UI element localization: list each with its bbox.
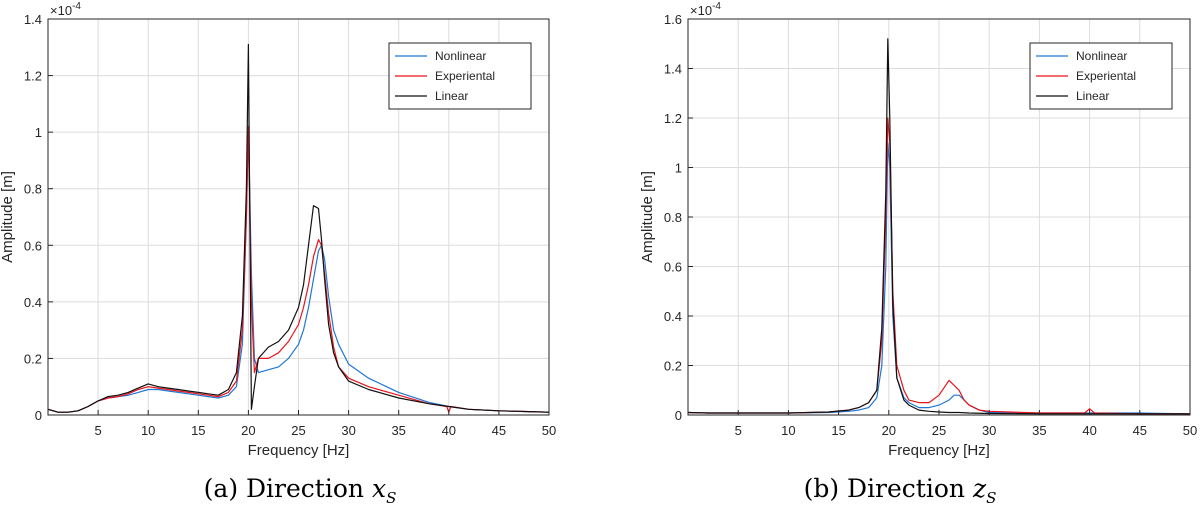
exponent-label: ×10-4 — [50, 1, 81, 18]
x-tick-label: 45 — [492, 423, 506, 438]
x-tick-label: 30 — [341, 423, 355, 438]
caption-b-var: z — [972, 474, 987, 503]
legend-label-linear: Linear — [1076, 89, 1109, 103]
legend: Nonlinear Experiental Linear — [388, 42, 532, 110]
caption-b: (b) Direction zS — [600, 474, 1200, 507]
y-tick-label: 0.6 — [664, 260, 682, 275]
y-tick-label: 1 — [675, 161, 682, 176]
chart-panel-a: 5 10 15 20 25 30 35 40 45 50 0 0.2 0.4 0.6 0.8 1 1.2 1.4 ×… — [0, 1, 600, 507]
caption-b-sub: S — [986, 489, 997, 507]
y-tick-label: 1.4 — [664, 62, 682, 77]
series-line-experiental — [47, 125, 550, 413]
legend-label-experiental: Experiental — [435, 69, 495, 83]
caption-a-text: (a) Direction — [203, 474, 364, 503]
grid — [688, 18, 1191, 416]
x-tick-label: 20 — [241, 423, 255, 438]
chart-a: 5 10 15 20 25 30 35 40 45 50 0 0.2 0.4 0.6 0.8 1 1.2 1.4 ×… — [0, 1, 556, 459]
legend: Nonlinear Experiental Linear — [1029, 42, 1173, 110]
legend-label-experiental: Experiental — [1076, 69, 1136, 83]
x-tick-label: 35 — [1032, 423, 1046, 438]
x-tick-label: 20 — [882, 423, 896, 438]
x-tick-label: 10 — [781, 423, 795, 438]
y-tick-label: 0.2 — [24, 351, 42, 366]
x-tick-label: 25 — [932, 423, 946, 438]
caption-b-text: (b) Direction — [803, 474, 966, 503]
x-tick-label: 40 — [1082, 423, 1096, 438]
x-tick-label: 35 — [391, 423, 405, 438]
y-tick-label: 0.4 — [24, 295, 42, 310]
series-line-linear — [47, 43, 550, 413]
x-axis-label: Frequency [Hz] — [248, 442, 350, 459]
y-tick-label: 0.4 — [664, 309, 682, 324]
y-tick-label: 0 — [35, 408, 42, 423]
chart-panel-b: 5 10 15 20 25 30 35 40 45 50 0 0.2 0.4 0.6 0.8 1 1.2 1.4 1… — [600, 0, 1200, 516]
chart-b: 5 10 15 20 25 30 35 40 45 50 0 0.2 0.4 0.6 0.8 1 1.2 1.4 1… — [639, 1, 1197, 459]
legend-label-linear: Linear — [435, 89, 468, 103]
x-axis-label: Frequency [Hz] — [888, 442, 990, 459]
x-tick-label: 40 — [442, 423, 456, 438]
exponent-power: -4 — [712, 1, 721, 12]
y-tick-label: 0 — [675, 408, 682, 423]
x-tick-label: 25 — [291, 423, 305, 438]
x-tick-label: 50 — [542, 423, 556, 438]
x-tick-label: 45 — [1133, 423, 1147, 438]
y-tick-label: 1.2 — [664, 111, 682, 126]
y-tick-label: 1 — [35, 125, 42, 140]
exponent-power: -4 — [72, 1, 81, 12]
x-tick-label: 15 — [831, 423, 845, 438]
x-tick-label: 30 — [982, 423, 996, 438]
x-tick-label: 5 — [94, 423, 101, 438]
y-tick-label: 0.2 — [664, 359, 682, 374]
y-tick-label: 1.6 — [664, 12, 682, 27]
legend-label-nonlinear: Nonlinear — [435, 49, 486, 63]
y-tick-label: 1.2 — [24, 69, 42, 84]
y-axis-label: Amplitude [m] — [0, 171, 16, 263]
x-tick-label: 50 — [1183, 423, 1197, 438]
y-tick-label: 0.8 — [664, 210, 682, 225]
caption-a-sub: S — [386, 489, 397, 507]
x-tick-label: 10 — [141, 423, 155, 438]
caption-a: (a) Direction xS — [0, 474, 600, 507]
y-axis-label: Amplitude [m] — [639, 171, 656, 263]
exponent-label: ×10-4 — [690, 1, 721, 18]
caption-a-var: x — [371, 474, 387, 503]
y-tick-label: 1.4 — [24, 12, 42, 27]
series-line-nonlinear — [47, 125, 550, 413]
y-tick-label: 0.8 — [24, 182, 42, 197]
x-tick-label: 15 — [191, 423, 205, 438]
legend-label-nonlinear: Nonlinear — [1076, 49, 1127, 63]
y-tick-label: 0.6 — [24, 238, 42, 253]
x-tick-label: 5 — [735, 423, 742, 438]
